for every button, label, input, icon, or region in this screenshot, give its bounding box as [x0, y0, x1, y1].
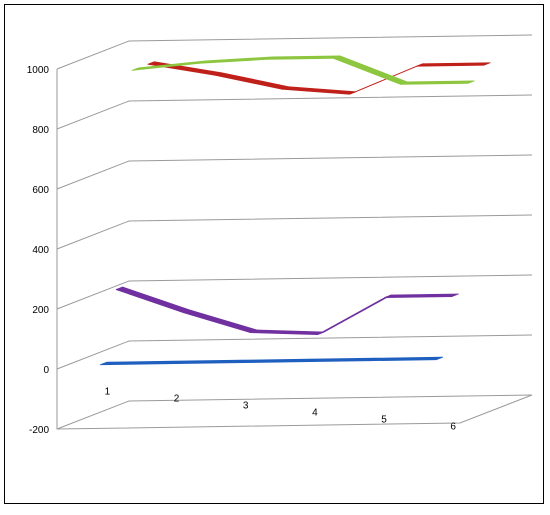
y-tick-label: 200 [32, 305, 49, 316]
series-segment [167, 359, 242, 365]
gridline [56, 34, 533, 70]
chart-gridlines [56, 34, 533, 430]
y-tick-label: 1000 [27, 65, 50, 76]
series-segment [416, 62, 491, 67]
series-segment [198, 56, 274, 64]
series-segment [115, 286, 191, 313]
y-tick-label: 0 [43, 365, 49, 376]
y-tick-label: 800 [32, 125, 49, 136]
series-segment [214, 72, 290, 90]
series-segment [281, 86, 357, 95]
series-segment [182, 309, 258, 333]
series-segment [301, 357, 376, 363]
chart-series [99, 55, 491, 366]
series-segment [265, 55, 341, 60]
x-tick-label: 2 [174, 394, 180, 405]
series-ribbon [131, 55, 475, 85]
series-ribbon [99, 356, 444, 366]
series-segment [400, 80, 475, 85]
series-segment [99, 360, 175, 366]
series-segment [317, 294, 392, 335]
gridline [56, 334, 533, 370]
series-ribbon [115, 286, 459, 335]
y-tick-label: -200 [29, 425, 49, 436]
gridline [56, 154, 533, 190]
series-segment [384, 293, 459, 298]
x-axis-ticks: 1 2 3 4 5 6 [105, 387, 457, 433]
series-segment [234, 358, 309, 364]
x-tick-label: 3 [243, 401, 249, 412]
x-tick-label: 6 [450, 422, 456, 433]
gridline [56, 214, 533, 250]
series-segment [368, 356, 444, 362]
series-segment [333, 55, 408, 85]
series-segment [250, 329, 325, 335]
x-tick-label: 1 [105, 387, 111, 398]
chart-walls [56, 69, 533, 430]
chart: -200 0 200 400 600 800 1000 1 2 3 4 5 6 [27, 34, 533, 436]
y-tick-label: 600 [32, 185, 49, 196]
gridline [56, 274, 533, 310]
x-tick-label: 4 [312, 408, 318, 419]
chart-frame: -200 0 200 400 600 800 1000 1 2 3 4 5 6 [4, 4, 544, 504]
series-ribbon [147, 61, 491, 95]
axis-walls [56, 69, 533, 430]
x-tick-label: 5 [381, 415, 387, 426]
y-tick-label: 400 [32, 245, 49, 256]
gridline [56, 394, 533, 430]
y-axis-ticks: -200 0 200 400 600 800 1000 [27, 65, 50, 436]
gridline [56, 94, 533, 130]
